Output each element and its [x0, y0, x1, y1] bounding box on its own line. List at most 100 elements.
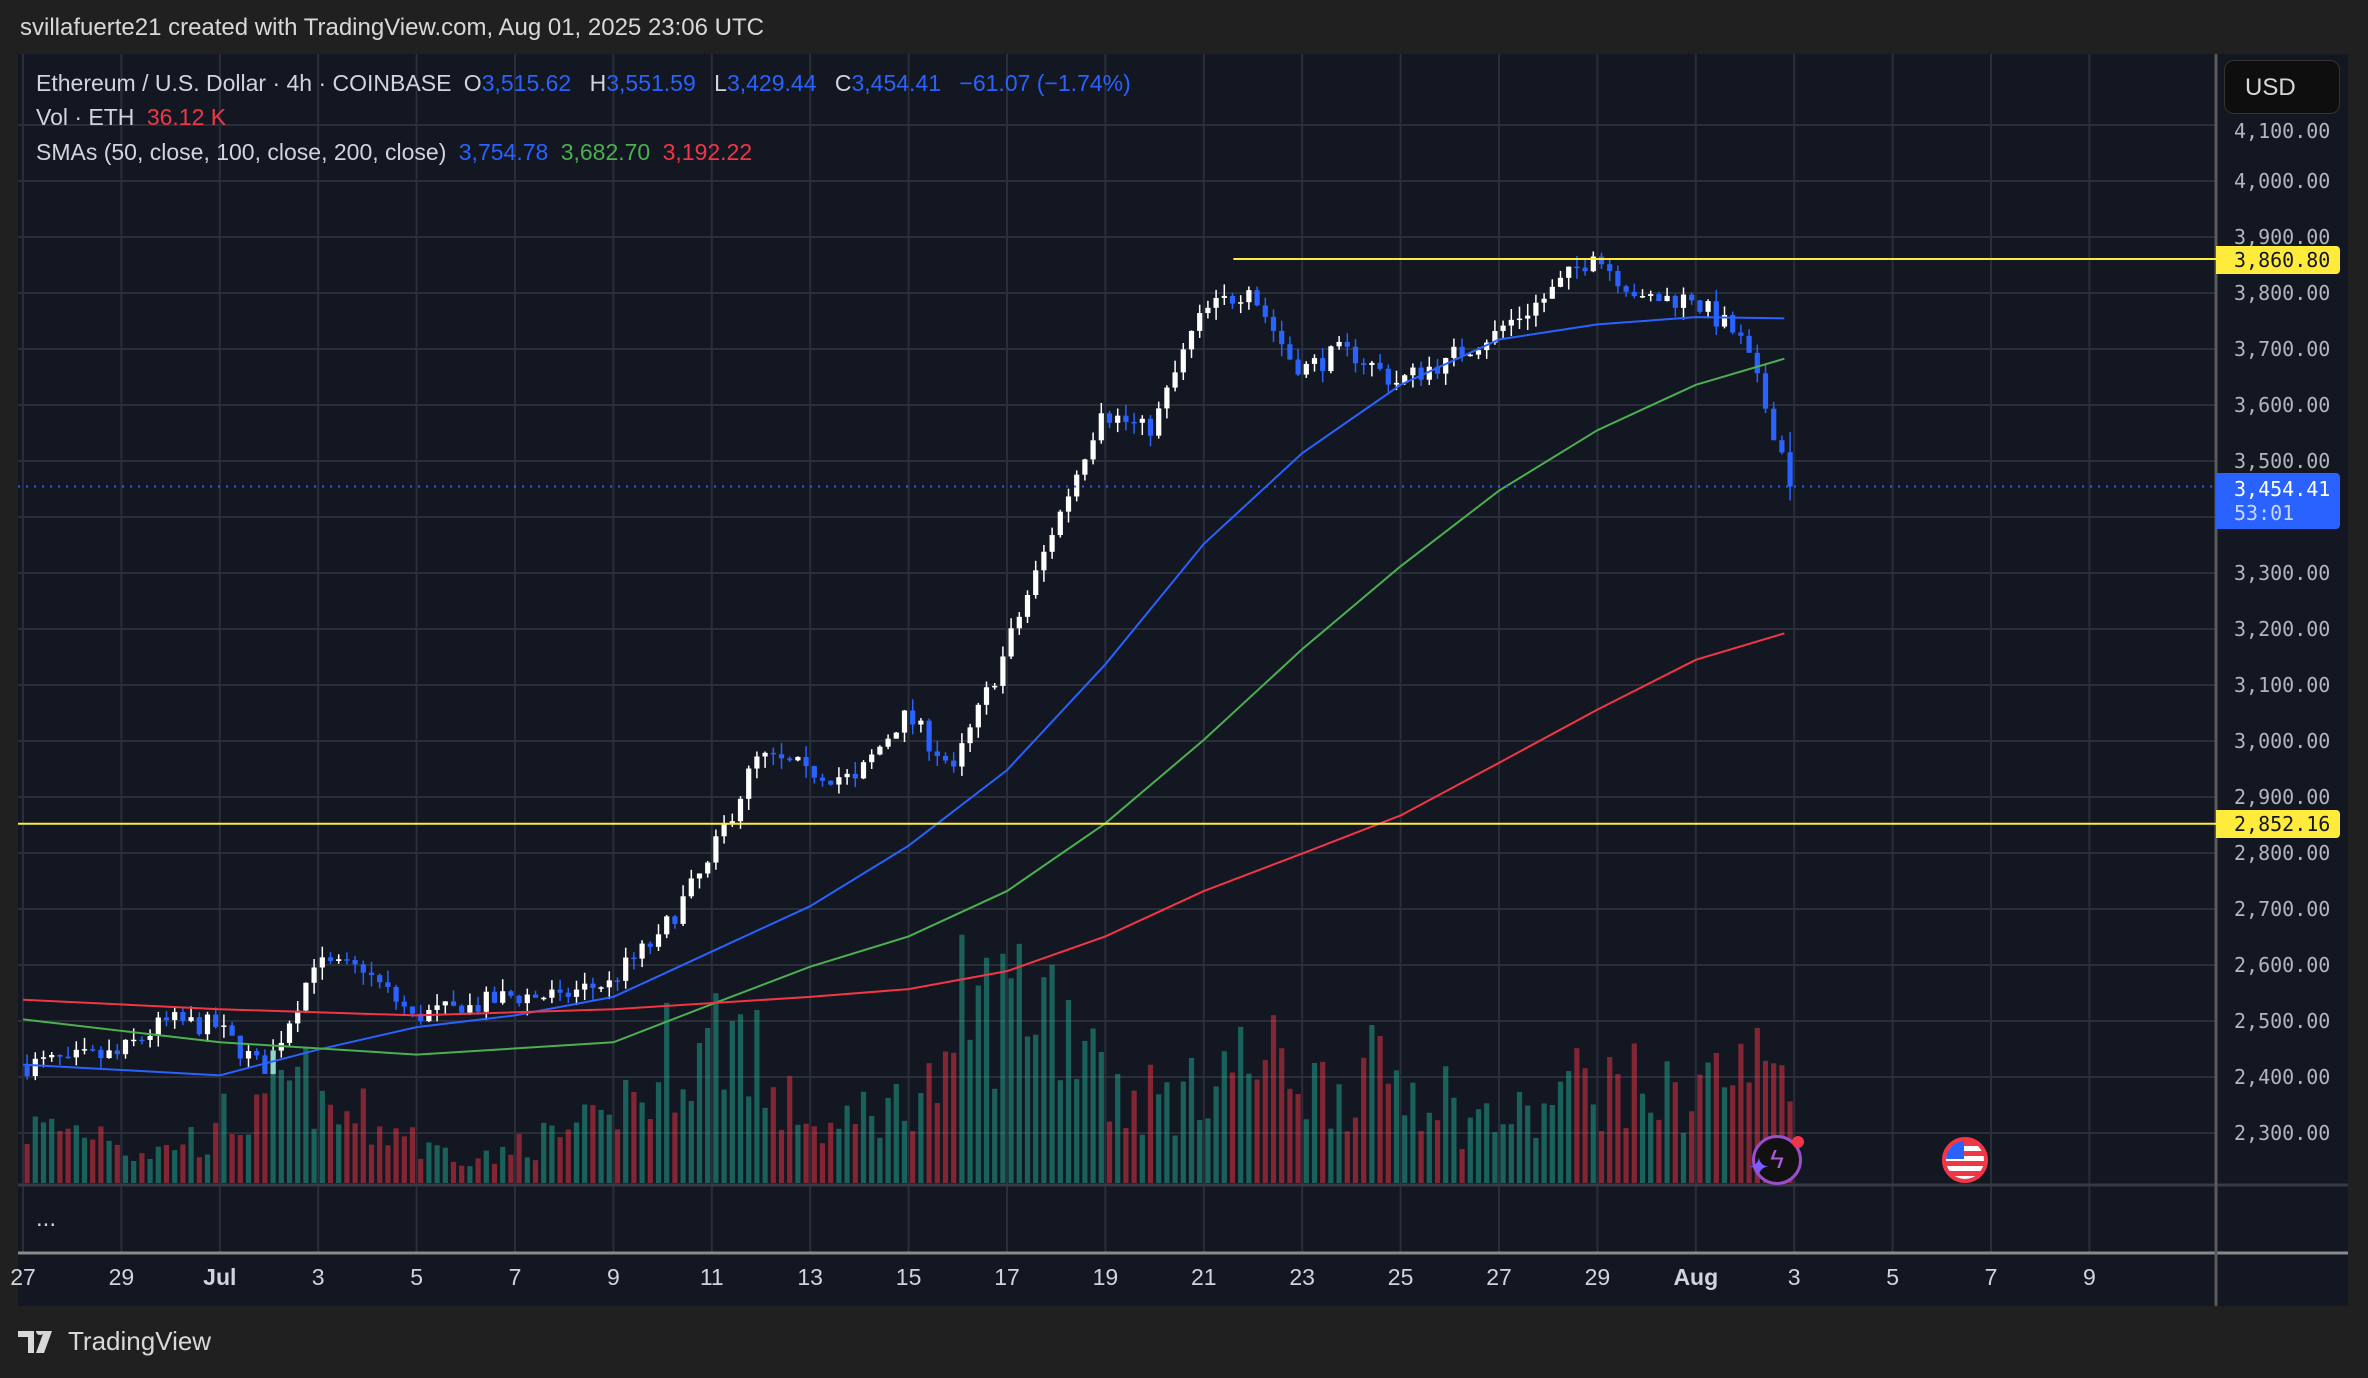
volume-bar [1467, 1117, 1473, 1183]
open-value: 3,515.62 [481, 70, 572, 96]
volume-bar [1566, 1071, 1572, 1183]
candle [245, 1051, 252, 1059]
volume-bar [1500, 1124, 1506, 1183]
tradingview-logo[interactable]: TradingView [18, 1326, 211, 1357]
last-price-badge: 3,454.41 53:01 [2216, 473, 2340, 529]
candle [319, 957, 325, 968]
volume-bar [1328, 1128, 1334, 1183]
volume-bar [442, 1147, 448, 1183]
volume-bar [1041, 977, 1047, 1183]
volume-bar [24, 1144, 30, 1183]
us-flag-event-icon[interactable] [1942, 1137, 1988, 1183]
candle [196, 1017, 202, 1035]
volume-bar [1115, 1073, 1121, 1183]
candle [811, 766, 817, 778]
volume-bar [1213, 1086, 1219, 1183]
more-options-button[interactable]: ... [36, 1205, 57, 1232]
currency-button[interactable]: USD [2224, 60, 2340, 114]
price-tick-label: 3,700.00 [2234, 337, 2331, 361]
volume-bar [1574, 1048, 1580, 1183]
close-label: C [834, 70, 852, 96]
volume-bar [90, 1139, 96, 1183]
candle [926, 720, 932, 752]
volume-bar [1746, 1082, 1752, 1183]
candle [836, 777, 842, 785]
candle [1090, 440, 1096, 460]
candle [1656, 294, 1662, 302]
volume-bar [409, 1127, 416, 1183]
volume-bar [1385, 1083, 1391, 1183]
volume-bar [1582, 1068, 1588, 1183]
volume-bar [524, 1157, 530, 1183]
volume-value: 36.12 K [146, 104, 227, 130]
candle [869, 754, 875, 763]
volume-bar [245, 1134, 252, 1183]
candle [729, 821, 735, 825]
candle [163, 1017, 170, 1021]
volume-bar [368, 1144, 375, 1183]
volume-legend: Vol · ETH 36.12 K [36, 104, 232, 131]
volume-bar [836, 1128, 842, 1183]
candle [418, 1013, 424, 1022]
candle [1590, 256, 1596, 272]
candle [852, 773, 858, 779]
volume-bar [975, 985, 981, 1183]
time-tick-label: 3 [1787, 1264, 1801, 1290]
candle [1475, 350, 1482, 355]
candle [983, 687, 990, 705]
volume-bar [1139, 1134, 1145, 1183]
candle [1197, 313, 1203, 331]
volume-bar [778, 1129, 785, 1183]
volume-bar [1352, 1117, 1359, 1183]
volume-bar [1607, 1057, 1613, 1183]
volume-bar [65, 1128, 71, 1183]
candle [254, 1051, 260, 1056]
volume-bar [516, 1134, 522, 1183]
sma50-line [22, 316, 1785, 1077]
candle [90, 1049, 96, 1051]
candle [1328, 346, 1334, 372]
candle [1221, 295, 1227, 298]
volume-bar [1262, 1060, 1268, 1183]
candle [516, 995, 522, 1004]
volume-bar [1771, 1063, 1777, 1183]
time-tick-label: Jul [203, 1264, 237, 1290]
volume-bar [155, 1146, 161, 1183]
candle [606, 980, 612, 988]
volume-bar [1082, 1040, 1088, 1183]
candle [1205, 307, 1211, 314]
candle [1639, 296, 1646, 298]
volume-bar [606, 1114, 612, 1183]
candle [721, 824, 727, 837]
candle [901, 710, 908, 733]
candle [1147, 418, 1154, 436]
volume-bar [1295, 1094, 1301, 1183]
candle [1451, 346, 1457, 358]
sma-label[interactable]: SMAs (50, close, 100, close, 200, close) [36, 139, 447, 165]
candle [450, 1001, 457, 1006]
candle [1041, 551, 1047, 571]
candle [377, 975, 383, 983]
volume-bar [1434, 1120, 1441, 1183]
candle [1361, 363, 1367, 365]
symbol-title[interactable]: Ethereum / U.S. Dollar · 4h · COINBASE [36, 70, 452, 96]
volume-bar [1246, 1073, 1252, 1183]
volume-bar [1188, 1057, 1195, 1183]
candle [1467, 354, 1473, 357]
volume-bar [1000, 953, 1006, 1183]
candle [1418, 367, 1424, 380]
candle [705, 862, 711, 874]
high-value: 3,551.59 [606, 70, 696, 96]
volume-bar [262, 1093, 268, 1183]
candle [1385, 368, 1391, 385]
volume-label[interactable]: Vol · ETH [36, 104, 135, 130]
change-value: −61.07 (−1.74%) [959, 70, 1131, 96]
candle [524, 994, 530, 1004]
ai-assistant-icon[interactable]: ϟ [1752, 1135, 1802, 1185]
volume-bar [1451, 1097, 1457, 1183]
candle [631, 957, 637, 960]
volume-bar [336, 1124, 342, 1183]
volume-bar [180, 1144, 186, 1183]
volume-bar [1172, 1135, 1178, 1183]
